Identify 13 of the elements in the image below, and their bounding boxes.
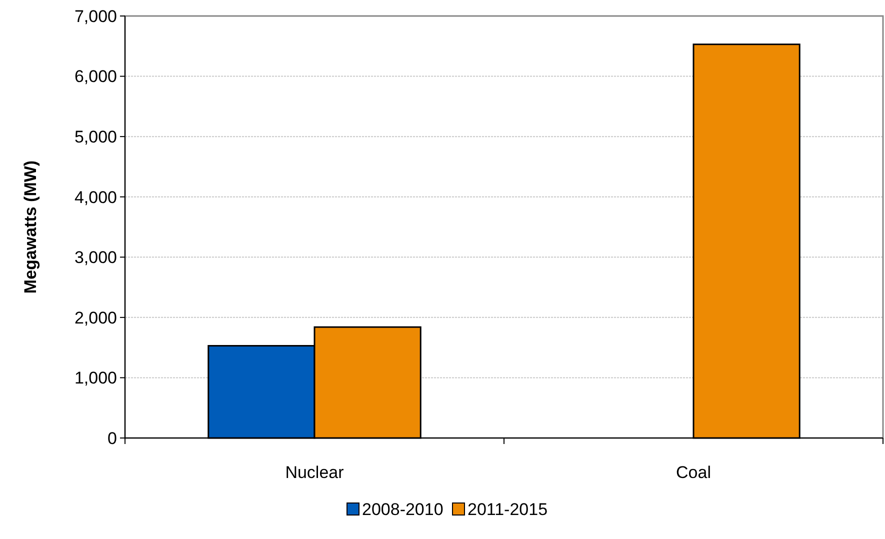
legend-label: 2011-2015	[468, 500, 548, 519]
y-tick-label: 1,000	[74, 368, 117, 388]
x-tick-label: Nuclear	[285, 463, 344, 482]
y-tick-label: 4,000	[74, 188, 117, 207]
y-tick-label: 7,000	[74, 6, 117, 26]
y-axis-title: Megawatts (MW)	[21, 160, 40, 294]
y-tick-label: 6,000	[74, 67, 117, 86]
legend-label: 2008-2010	[362, 500, 444, 519]
y-tick-label: 3,000	[74, 248, 117, 268]
y-tick-label: 0	[108, 428, 117, 448]
y-tick-label: 5,000	[74, 128, 117, 147]
y-tick-label: 2,000	[74, 308, 117, 328]
x-tick-label: Coal	[676, 463, 711, 482]
